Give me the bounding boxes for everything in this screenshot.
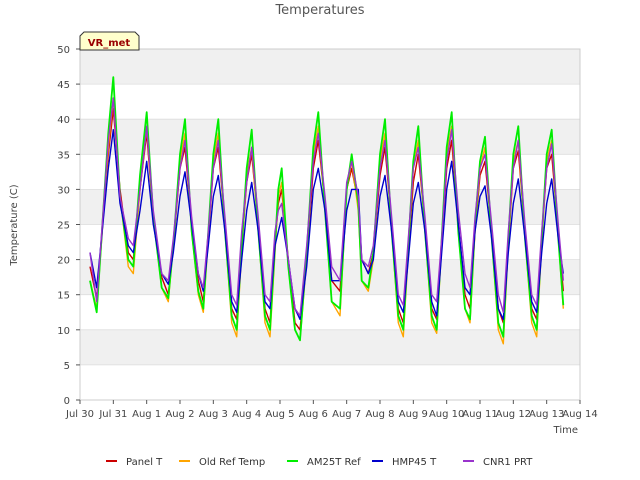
station-badge-shape: [79, 31, 140, 51]
x-tick-label: Aug 1: [132, 409, 161, 420]
y-axis-label: Temperature (C): [9, 184, 20, 266]
legend: Panel T Old Ref Temp AM25T Ref HMP45 T CNR1 …: [106, 457, 533, 468]
y-tick-label: 40: [57, 115, 70, 126]
y-tick-label: 50: [57, 45, 70, 56]
legend-item: HMP45 T: [372, 457, 437, 468]
legend-label: AM25T Ref: [307, 457, 361, 468]
y-tick-label: 20: [57, 256, 70, 267]
x-tick-label: Aug 11: [462, 409, 497, 420]
x-tick-label: Aug 3: [199, 409, 228, 420]
x-axis-ticks: Jul 30 Jul 31 Aug 1 Aug 2 Aug 3 Aug 4 Aug 5 Aug…: [65, 400, 598, 420]
y-tick-label: 45: [57, 80, 70, 91]
station-label: VR_met: [88, 38, 131, 49]
chart-title: Temperatures: [274, 3, 364, 18]
series-line-cnr1-prt: [89, 97, 564, 317]
x-tick-label: Aug 10: [429, 409, 464, 420]
y-tick-label: 25: [57, 221, 70, 232]
x-tick-label: Aug 8: [365, 409, 394, 420]
x-tick-label: Aug 5: [265, 409, 294, 420]
y-tick-label: 35: [57, 150, 70, 161]
y-tick-label: 30: [57, 185, 70, 196]
legend-item: Old Ref Temp: [179, 457, 265, 468]
legend-item: Panel T: [106, 457, 163, 468]
x-tick-label: Aug 2: [165, 409, 194, 420]
x-tick-label: Aug 6: [299, 409, 328, 420]
x-tick-label: Aug 4: [232, 409, 261, 420]
series-line-hmp45-t: [89, 129, 564, 320]
series-layer: [89, 76, 565, 345]
y-tick-label: 10: [57, 326, 70, 337]
legend-label: Old Ref Temp: [199, 457, 265, 468]
legend-label: HMP45 T: [392, 457, 437, 468]
legend-label: CNR1 PRT: [483, 457, 533, 468]
x-tick-label: Aug 13: [529, 409, 564, 420]
y-axis-ticks: 0 5 10 15 20 25 30 35 40 45 50: [57, 45, 80, 407]
x-tick-label: Aug 12: [496, 409, 531, 420]
legend-label: Panel T: [126, 457, 163, 468]
plot-band: [80, 49, 580, 85]
x-axis-label: Time: [553, 425, 578, 436]
x-tick-label: Jul 31: [98, 409, 127, 420]
legend-item: CNR1 PRT: [463, 457, 533, 468]
y-tick-label: 5: [64, 361, 70, 372]
plot-band: [80, 119, 580, 155]
station-badge: VR_met: [79, 31, 140, 51]
plot-band: [80, 329, 580, 365]
legend-item: AM25T Ref: [287, 457, 361, 468]
x-tick-label: Aug 7: [332, 409, 361, 420]
plot-band: [80, 189, 580, 225]
x-tick-label: Jul 30: [65, 409, 94, 420]
x-tick-label: Aug 9: [399, 409, 428, 420]
y-tick-label: 15: [57, 291, 70, 302]
x-tick-label: Aug 14: [562, 409, 597, 420]
y-tick-label: 0: [64, 396, 70, 407]
